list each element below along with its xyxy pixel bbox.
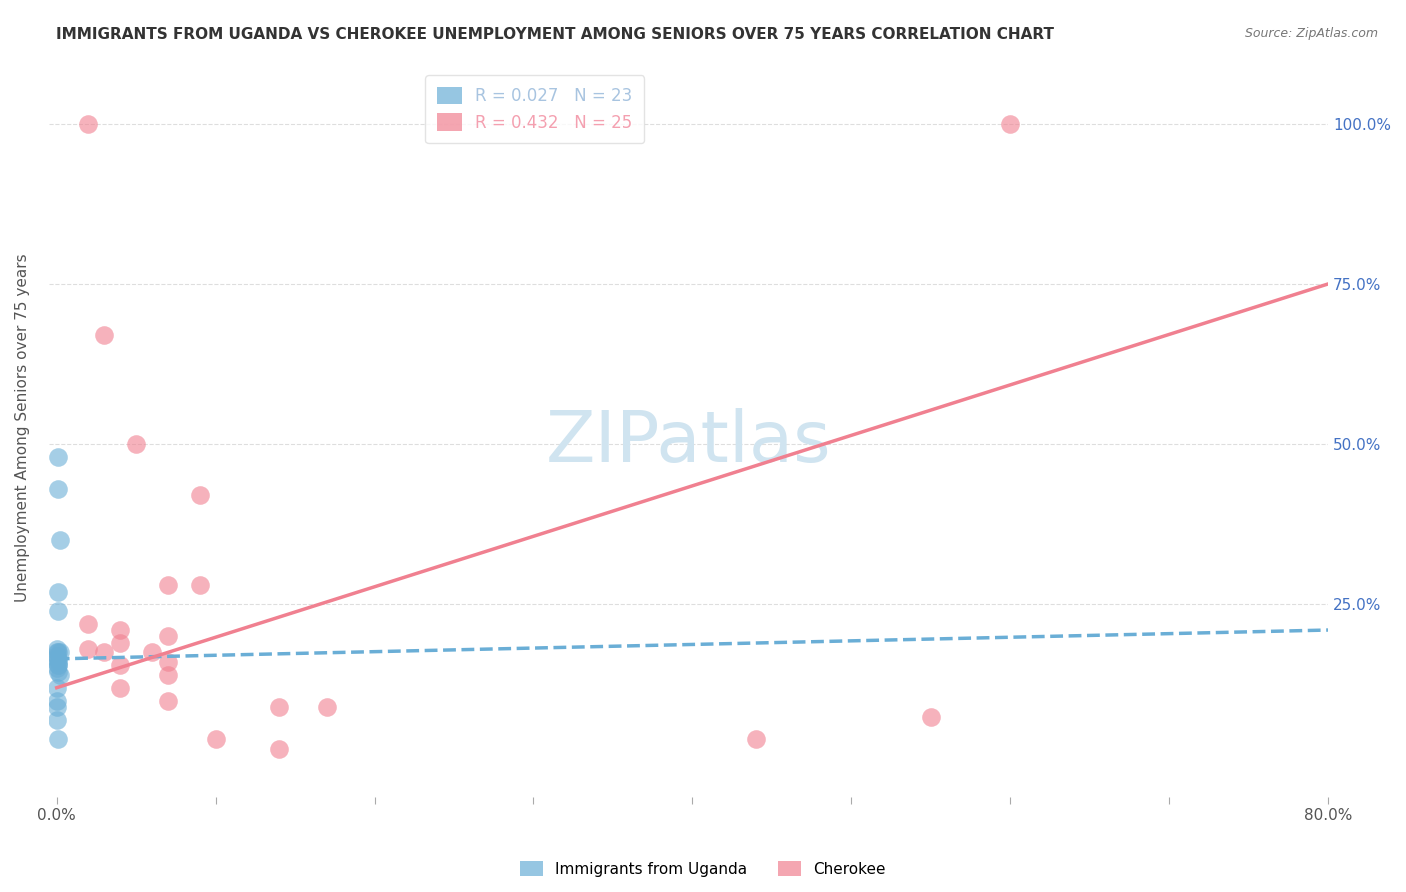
Point	[49, 645, 72, 659]
Point	[49, 533, 72, 548]
Point	[269, 700, 291, 714]
Point	[93, 645, 115, 659]
Point	[46, 655, 69, 669]
Point	[46, 658, 69, 673]
Point	[156, 629, 179, 643]
Point	[315, 700, 337, 714]
Point	[46, 652, 69, 666]
Point	[46, 661, 69, 675]
Point	[204, 731, 226, 746]
Point	[46, 584, 69, 599]
Point	[46, 450, 69, 464]
Point	[156, 693, 179, 707]
Point	[745, 731, 768, 746]
Point	[156, 668, 179, 682]
Point	[269, 741, 291, 756]
Point	[46, 645, 69, 659]
Point	[46, 642, 69, 657]
Point	[49, 668, 72, 682]
Point	[156, 655, 179, 669]
Point	[110, 636, 132, 650]
Text: ZIPatlas: ZIPatlas	[546, 409, 831, 477]
Text: IMMIGRANTS FROM UGANDA VS CHEROKEE UNEMPLOYMENT AMONG SENIORS OVER 75 YEARS CORR: IMMIGRANTS FROM UGANDA VS CHEROKEE UNEMP…	[56, 27, 1054, 42]
Point	[46, 645, 69, 659]
Point	[46, 665, 69, 679]
Point	[110, 623, 132, 637]
Legend: Immigrants from Uganda, Cherokee: Immigrants from Uganda, Cherokee	[513, 853, 893, 884]
Point	[46, 604, 69, 618]
Point	[125, 437, 148, 451]
Point	[110, 658, 132, 673]
Point	[46, 681, 69, 695]
Point	[141, 645, 163, 659]
Text: Source: ZipAtlas.com: Source: ZipAtlas.com	[1244, 27, 1378, 40]
Point	[920, 709, 942, 723]
Point	[110, 681, 132, 695]
Y-axis label: Unemployment Among Seniors over 75 years: Unemployment Among Seniors over 75 years	[15, 254, 30, 602]
Point	[77, 642, 100, 657]
Point	[46, 648, 69, 663]
Legend: R = 0.027   N = 23, R = 0.432   N = 25: R = 0.027 N = 23, R = 0.432 N = 25	[426, 75, 644, 144]
Point	[46, 652, 69, 666]
Point	[46, 658, 69, 673]
Point	[188, 578, 211, 592]
Point	[77, 117, 100, 131]
Point	[93, 328, 115, 343]
Point	[46, 731, 69, 746]
Point	[46, 713, 69, 727]
Point	[46, 700, 69, 714]
Point	[77, 616, 100, 631]
Point	[46, 482, 69, 496]
Point	[46, 693, 69, 707]
Point	[188, 488, 211, 502]
Point	[1000, 117, 1022, 131]
Point	[156, 578, 179, 592]
